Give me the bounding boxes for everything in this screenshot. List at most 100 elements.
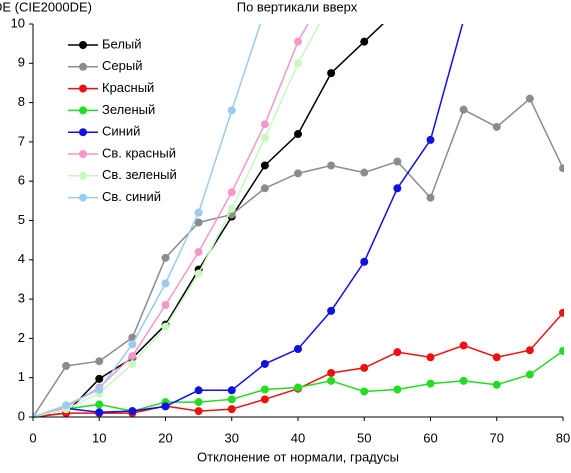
x-tick-label: 30 [225, 430, 239, 445]
point [62, 401, 71, 410]
point [327, 306, 336, 315]
point [525, 370, 534, 379]
point [227, 106, 236, 115]
point [161, 322, 170, 331]
point [492, 353, 501, 362]
point [459, 341, 468, 350]
point [360, 257, 369, 266]
point [360, 168, 369, 177]
point [227, 395, 236, 404]
point [128, 352, 137, 361]
point [260, 395, 269, 404]
point [128, 407, 137, 416]
point [525, 94, 534, 103]
legend-label: Белый [102, 36, 142, 51]
point [95, 408, 104, 417]
x-tick-label: 50 [357, 430, 371, 445]
point [260, 184, 269, 193]
point [227, 188, 236, 197]
point [360, 37, 369, 46]
point [194, 386, 203, 395]
y-tick-label: 4 [18, 251, 25, 266]
point [194, 208, 203, 217]
point [492, 380, 501, 389]
point [95, 357, 104, 366]
y-axis-label: DE (CIE2000DE) [0, 0, 92, 14]
plot-area [33, 6, 564, 418]
legend-marker [79, 106, 87, 115]
y-tick-label: 7 [18, 133, 25, 148]
legend-label: Св. синий [102, 189, 161, 204]
point [194, 398, 203, 407]
point [161, 253, 170, 262]
point [194, 407, 203, 416]
point [194, 247, 203, 256]
point [559, 346, 564, 355]
point [327, 69, 336, 78]
legend-label: Красный [102, 80, 154, 95]
point [62, 361, 71, 370]
point [294, 345, 302, 354]
point [426, 135, 435, 144]
y-tick-label: 1 [18, 369, 25, 384]
legend-marker [79, 84, 87, 93]
point [161, 279, 170, 288]
y-tick-label: 0 [18, 408, 25, 423]
x-tick-label: 0 [29, 430, 36, 445]
point [194, 218, 203, 227]
point [459, 376, 468, 385]
point [260, 385, 269, 394]
point [128, 340, 137, 349]
point [260, 359, 269, 368]
point [294, 59, 302, 68]
y-tick-label: 3 [18, 291, 25, 306]
point [95, 374, 104, 383]
point [459, 105, 468, 114]
legend-marker [79, 62, 87, 71]
point [393, 385, 402, 394]
point [327, 161, 336, 170]
point [294, 169, 302, 178]
legend-label: Серый [102, 58, 142, 73]
point [161, 402, 170, 411]
point [462, 24, 465, 25]
point [360, 363, 369, 372]
point [194, 269, 203, 278]
x-tick-label: 10 [92, 430, 106, 445]
point [559, 308, 564, 317]
point [95, 400, 104, 409]
point [227, 204, 236, 213]
point [260, 120, 269, 129]
point [492, 122, 501, 131]
series-line [33, 24, 321, 418]
series-line [33, 312, 564, 418]
y-tick-label: 5 [18, 212, 25, 227]
point [260, 161, 269, 170]
y-tick-label: 8 [18, 94, 25, 109]
point [360, 387, 369, 396]
point [294, 130, 302, 139]
point [426, 379, 435, 388]
point [161, 300, 170, 309]
y-tick-label: 9 [18, 55, 25, 70]
point [393, 348, 402, 357]
series-line [33, 24, 262, 418]
legend-label: Зеленый [102, 102, 155, 117]
point [260, 133, 269, 142]
legend-label: Св. зеленый [102, 167, 177, 182]
legend-marker [79, 193, 87, 202]
y-tick-label: 10 [11, 15, 25, 30]
point [559, 164, 564, 173]
y-tick-label: 6 [18, 173, 25, 188]
series-line [33, 24, 384, 418]
point [426, 193, 435, 202]
x-tick-label: 20 [158, 430, 172, 445]
point [393, 184, 402, 193]
x-tick-label: 60 [423, 430, 437, 445]
legend-label: Синий [102, 124, 140, 139]
x-tick-label: 40 [291, 430, 305, 445]
point [227, 386, 236, 395]
point [393, 6, 401, 14]
x-tick-label: 70 [490, 430, 504, 445]
